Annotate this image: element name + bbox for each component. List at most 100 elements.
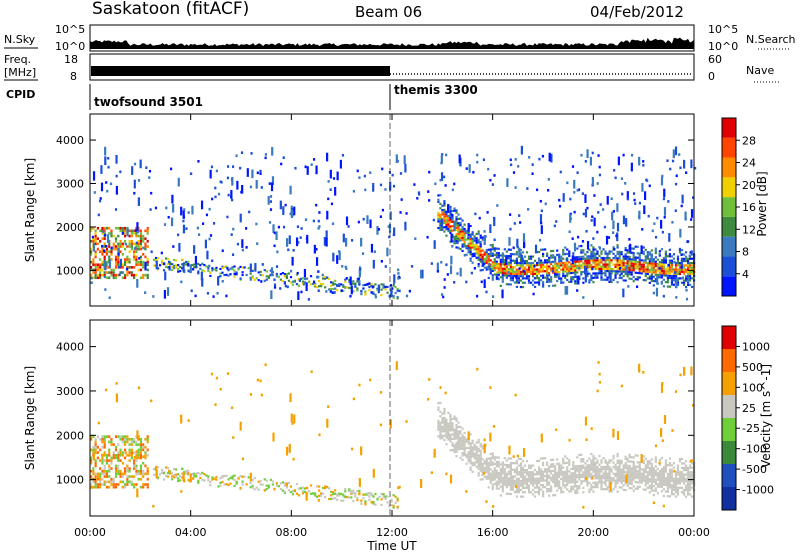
velocity-echo-cell	[105, 480, 109, 484]
power-echo-cell	[570, 263, 573, 266]
power-echo-cell	[614, 272, 617, 275]
velocity-echo-cell	[672, 486, 676, 489]
velocity-echo-cell	[390, 498, 393, 501]
power-echo-cell	[628, 264, 631, 267]
velocity-echo-cell	[447, 427, 450, 430]
velocity-echo-cell	[529, 480, 533, 483]
velocity-echo-cell	[241, 480, 244, 483]
velocity-echo-cell	[259, 480, 262, 483]
power-echo-cell	[517, 270, 521, 273]
velocity-echo-cell	[451, 426, 454, 429]
power-echo-cell	[344, 265, 347, 269]
power-echo-cell	[562, 248, 565, 252]
power-echo-cell	[221, 267, 224, 270]
power-echo-cell	[443, 208, 446, 211]
power-echo-cell	[437, 216, 440, 219]
power-echo-cell	[648, 262, 651, 265]
power-echo-cell	[503, 265, 506, 268]
power-echo-cell	[399, 172, 403, 175]
power-echo-cell	[311, 282, 315, 286]
power-echo-cell	[108, 255, 111, 259]
power-echo-cell	[101, 250, 104, 254]
velocity-echo-cell	[463, 431, 466, 435]
power-echo-cell	[225, 273, 228, 276]
velocity-echo-cell	[483, 443, 486, 453]
velocity-echo-cell	[137, 477, 140, 481]
velocity-echo-cell	[562, 479, 565, 483]
power-echo-cell	[388, 294, 391, 297]
power-echo-cell	[497, 252, 500, 255]
power-echo-cell	[644, 248, 647, 251]
velocity-echo-cell	[652, 478, 655, 481]
power-echo-cell	[463, 243, 466, 246]
velocity-echo-cell	[114, 475, 118, 478]
velocity-echo-cell	[223, 474, 226, 478]
velocity-echo-cell	[139, 448, 143, 452]
velocity-echo-cell	[594, 483, 597, 487]
power-echo-cell	[519, 221, 522, 224]
power-echo-cell	[345, 216, 349, 226]
power-echo-cell	[105, 253, 109, 256]
velocity-echo-cell	[554, 471, 557, 475]
velocity-echo-cell	[592, 455, 595, 458]
power-echo-cell	[108, 250, 111, 254]
velocity-echo-cell	[497, 474, 500, 477]
velocity-echo-cell	[658, 461, 661, 465]
power-echo-cell	[564, 286, 567, 295]
velocity-echo-cell	[662, 479, 665, 482]
power-echo-cell	[578, 264, 581, 267]
power-echo-cell	[529, 264, 533, 267]
power-echo-cell	[130, 245, 133, 248]
velocity-echo-cell	[662, 494, 665, 498]
power-echo-cell	[297, 291, 300, 300]
velocity-echo-cell	[680, 491, 684, 494]
velocity-echo-cell	[606, 474, 609, 477]
power-echo-cell	[608, 261, 611, 264]
power-echo-cell	[556, 269, 559, 272]
velocity-echo-cell	[537, 477, 541, 480]
power-colorbar-step	[722, 137, 736, 158]
velocity-echo-cell	[668, 468, 672, 471]
power-echo-cell	[634, 278, 637, 281]
velocity-colorbar-tick: -1000	[742, 484, 774, 497]
velocity-echo-cell	[453, 450, 456, 454]
power-echo-cell	[392, 294, 395, 298]
power-echo-cell	[604, 263, 607, 266]
velocity-echo-cell	[465, 455, 468, 459]
power-echo-cell	[146, 229, 149, 233]
power-echo-cell	[684, 259, 688, 263]
velocity-echo-cell	[277, 485, 280, 488]
velocity-echo-cell	[483, 475, 486, 478]
velocity-echo-cell	[512, 455, 515, 458]
power-echo-cell	[684, 251, 688, 254]
velocity-echo-cell	[491, 456, 494, 460]
power-echo-cell	[622, 259, 625, 262]
power-echo-cell	[592, 250, 595, 253]
power-echo-cell	[586, 257, 589, 260]
velocity-echo-cell	[503, 457, 506, 460]
power-echo-cell	[388, 224, 392, 233]
velocity-echo-cell	[94, 483, 97, 486]
velocity-echo-cell	[495, 474, 498, 477]
power-echo-cell	[204, 239, 207, 249]
power-echo-cell	[297, 284, 301, 287]
power-echo-cell	[455, 222, 458, 225]
velocity-echo-cell	[96, 475, 99, 478]
velocity-echo-cell	[231, 406, 234, 410]
velocity-echo-cell	[592, 457, 595, 460]
power-echo-cell	[133, 232, 136, 235]
power-echo-cell	[626, 249, 629, 252]
velocity-echo-cell	[622, 477, 625, 480]
velocity-echo-cell	[103, 443, 106, 446]
power-echo-cell	[522, 239, 526, 249]
power-echo-cell	[558, 257, 561, 261]
power-echo-cell	[594, 261, 597, 264]
velocity-echo-cell	[614, 474, 617, 478]
velocity-echo-cell	[574, 476, 577, 479]
power-echo-cell	[233, 272, 236, 276]
velocity-echo-cell	[126, 467, 129, 470]
power-echo-cell	[674, 261, 678, 265]
velocity-echo-cell	[630, 487, 633, 490]
power-echo-cell	[463, 223, 466, 226]
power-echo-cell	[329, 169, 332, 179]
